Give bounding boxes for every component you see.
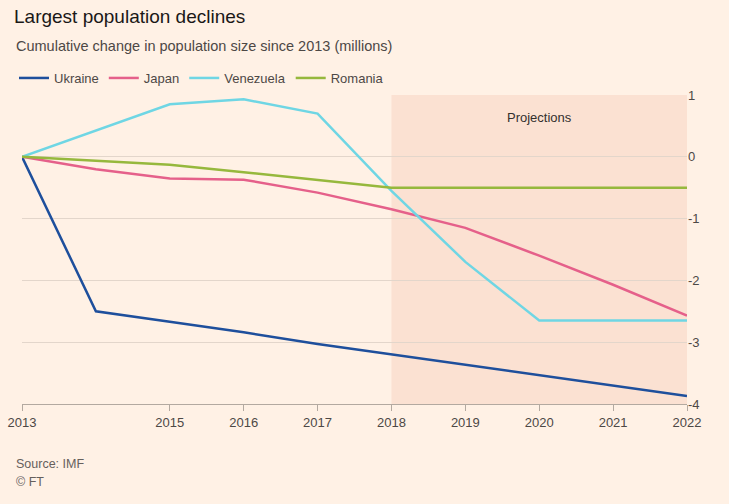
- svg-text:2018: 2018: [377, 415, 406, 430]
- svg-text:2016: 2016: [229, 415, 258, 430]
- svg-text:2022: 2022: [673, 415, 702, 430]
- svg-text:2017: 2017: [303, 415, 332, 430]
- svg-text:2020: 2020: [525, 415, 554, 430]
- svg-text:Cumulative change in populatio: Cumulative change in population size sin…: [16, 38, 392, 54]
- svg-text:0: 0: [688, 149, 695, 164]
- svg-text:2019: 2019: [451, 415, 480, 430]
- svg-text:Japan: Japan: [144, 71, 179, 86]
- svg-text:© FT: © FT: [16, 475, 44, 489]
- svg-text:2013: 2013: [8, 415, 37, 430]
- svg-text:Source: IMF: Source: IMF: [16, 457, 84, 471]
- svg-text:-4: -4: [688, 397, 700, 412]
- svg-text:Venezuela: Venezuela: [224, 71, 285, 86]
- svg-text:Ukraine: Ukraine: [54, 71, 99, 86]
- svg-text:2015: 2015: [155, 415, 184, 430]
- svg-text:-1: -1: [688, 211, 700, 226]
- svg-text:Projections: Projections: [507, 110, 572, 125]
- svg-text:-2: -2: [688, 273, 700, 288]
- svg-text:-3: -3: [688, 335, 700, 350]
- svg-text:1: 1: [688, 88, 695, 103]
- svg-text:Romania: Romania: [331, 71, 384, 86]
- svg-text:Largest population declines: Largest population declines: [14, 6, 245, 27]
- svg-text:2021: 2021: [599, 415, 628, 430]
